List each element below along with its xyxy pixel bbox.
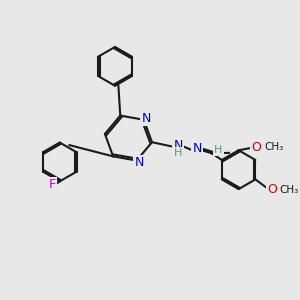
Text: O: O (267, 183, 277, 196)
Text: H: H (214, 145, 223, 155)
Text: CH₃: CH₃ (279, 185, 298, 195)
Text: F: F (49, 178, 56, 191)
Text: H: H (174, 148, 182, 158)
Text: N: N (173, 139, 183, 152)
Text: O: O (252, 141, 262, 154)
Text: N: N (134, 156, 144, 170)
Text: N: N (193, 142, 202, 155)
Text: CH₃: CH₃ (264, 142, 283, 152)
Text: N: N (142, 112, 151, 125)
